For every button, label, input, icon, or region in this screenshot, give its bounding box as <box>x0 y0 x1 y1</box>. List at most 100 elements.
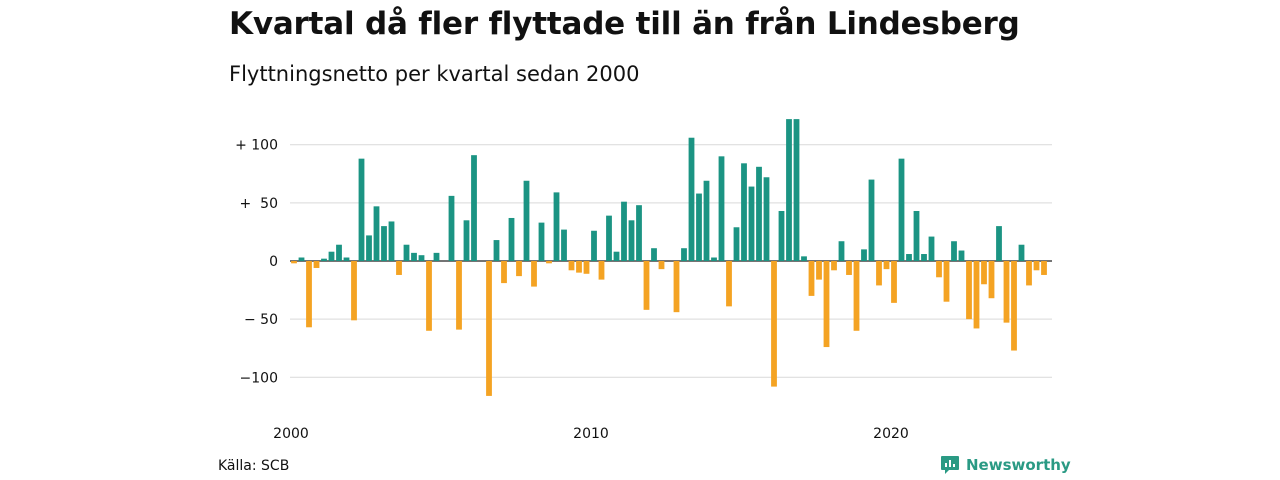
bar <box>321 258 327 261</box>
bar <box>561 229 567 261</box>
bar <box>838 241 845 261</box>
bar <box>913 210 920 261</box>
bar <box>358 158 365 261</box>
bar <box>763 177 770 261</box>
bar <box>501 261 507 284</box>
brand-name: Newsworthy <box>966 456 1071 474</box>
bar <box>636 205 642 261</box>
bar <box>1041 261 1047 275</box>
bar <box>523 180 530 261</box>
bar <box>711 257 717 261</box>
bar <box>1003 261 1010 323</box>
bar <box>508 217 515 261</box>
bar <box>388 221 395 261</box>
bar <box>921 254 927 261</box>
bar <box>366 235 372 261</box>
bar <box>703 180 710 261</box>
bar <box>306 261 312 328</box>
bar <box>553 192 560 261</box>
bar <box>681 248 687 261</box>
bar <box>538 222 545 261</box>
bar <box>516 261 522 277</box>
y-tick-label: + 100 <box>235 138 278 154</box>
bar <box>906 254 912 261</box>
bar <box>1026 261 1032 286</box>
bar <box>381 226 387 261</box>
chart-title: Kvartal då fler flyttade till än från Li… <box>229 6 1020 42</box>
bar <box>613 251 620 261</box>
bar <box>951 241 957 261</box>
bar <box>816 261 822 280</box>
y-tick-label: 0 <box>269 254 278 270</box>
bar <box>981 261 987 285</box>
bar <box>861 249 867 261</box>
source-note: Källa: SCB <box>218 458 290 474</box>
bar <box>771 261 777 387</box>
bar <box>808 261 815 296</box>
bar <box>823 261 830 348</box>
bar <box>598 261 605 280</box>
bar <box>643 261 650 310</box>
bar <box>486 261 492 396</box>
y-tick-label: + 50 <box>240 196 278 212</box>
bar <box>336 244 342 261</box>
bar <box>973 261 980 329</box>
bar <box>433 252 440 261</box>
bar <box>846 261 852 275</box>
bar <box>756 166 762 261</box>
bar <box>448 195 455 261</box>
bar <box>471 155 477 261</box>
bar <box>1018 244 1025 261</box>
bar <box>778 210 785 261</box>
bar <box>456 261 462 330</box>
bar <box>546 261 552 264</box>
bar <box>291 261 297 264</box>
bar <box>343 257 350 261</box>
bar <box>966 261 972 320</box>
bar <box>493 240 500 261</box>
bar <box>943 261 950 302</box>
bar <box>726 261 732 307</box>
bar <box>591 230 597 261</box>
bar <box>988 261 995 299</box>
bar <box>658 261 665 270</box>
bar <box>298 257 305 261</box>
x-tick-label: 2000 <box>273 426 309 442</box>
bar <box>426 261 432 331</box>
chart-subtitle: Flyttningsnetto per kvartal sedan 2000 <box>229 62 640 86</box>
bar <box>876 261 882 286</box>
bar <box>411 252 417 261</box>
bar <box>673 261 680 313</box>
bar <box>568 261 575 271</box>
bar <box>741 163 747 261</box>
bar <box>651 248 657 261</box>
bar <box>621 201 627 261</box>
bar <box>696 193 702 261</box>
x-tick-label: 2020 <box>873 426 909 442</box>
bar <box>531 261 537 287</box>
bar <box>733 227 740 261</box>
bar <box>576 261 582 273</box>
bar <box>351 261 357 321</box>
y-tick-label: −100 <box>240 370 278 386</box>
bar <box>328 251 335 261</box>
x-tick-label: 2010 <box>573 426 609 442</box>
bar <box>1033 261 1040 271</box>
bar <box>786 119 792 261</box>
bar <box>1011 261 1017 351</box>
bar <box>418 255 425 262</box>
bar <box>793 119 800 261</box>
bar <box>928 236 935 261</box>
bar <box>831 261 837 271</box>
bar <box>891 261 897 303</box>
bar <box>898 158 905 261</box>
bar <box>606 215 612 261</box>
bar <box>868 179 875 261</box>
bar <box>313 261 320 268</box>
bar <box>403 244 410 261</box>
bar <box>883 261 890 270</box>
newsworthy-logo-icon <box>941 456 959 474</box>
y-tick-label: − 50 <box>244 312 278 328</box>
bar <box>373 206 380 261</box>
